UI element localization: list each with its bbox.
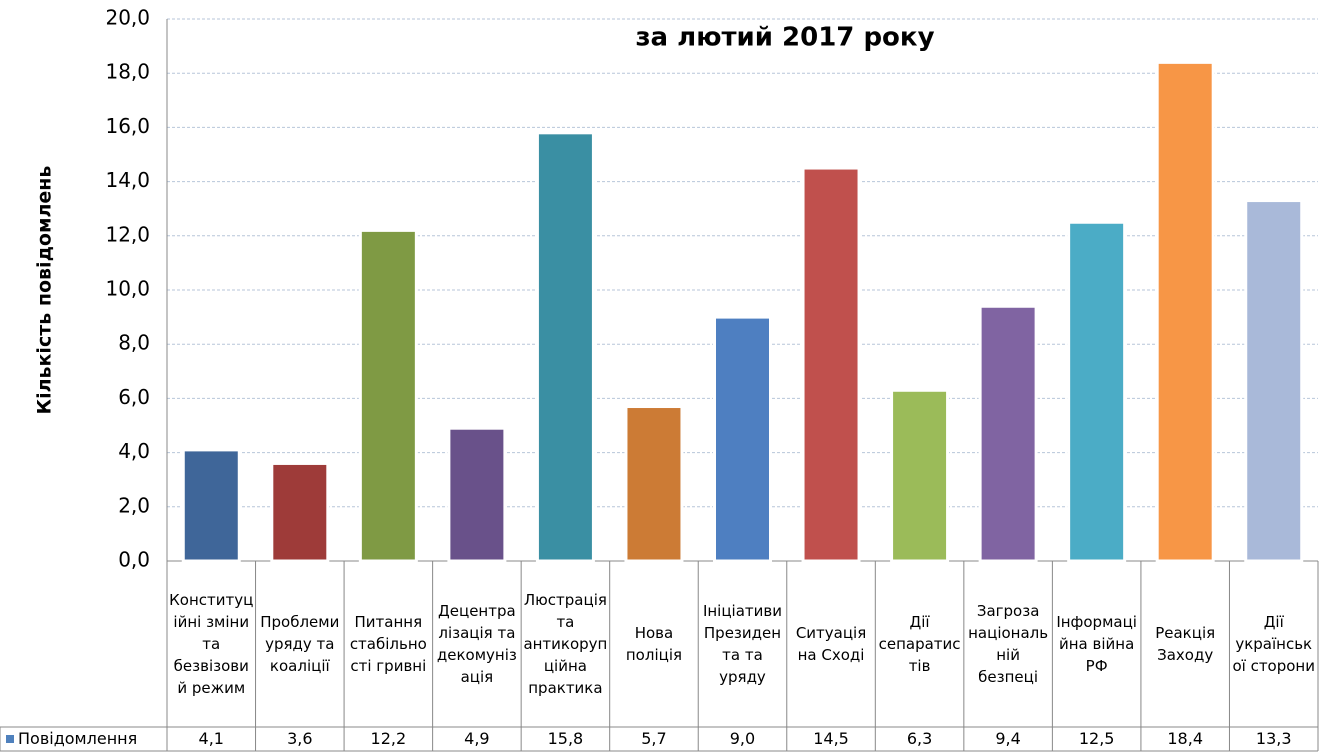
bar <box>358 228 418 563</box>
bar <box>713 315 772 563</box>
y-tick-label: 14,0 <box>105 168 150 192</box>
bar <box>801 166 861 563</box>
y-tick-label: 4,0 <box>118 439 150 463</box>
category-label: Ситуація на Сході <box>795 624 867 664</box>
y-tick-label: 2,0 <box>118 493 150 517</box>
y-tick-label: 16,0 <box>105 114 150 138</box>
category-label: Ініціативи Президента та уряду <box>702 602 782 686</box>
category-label: Децентралізація та декомунізація <box>436 602 517 686</box>
value-label: 3,6 <box>287 729 313 748</box>
bar <box>270 461 330 563</box>
value-label: 12,2 <box>370 729 407 748</box>
value-label: 13,3 <box>1255 729 1292 748</box>
bar <box>978 304 1038 563</box>
category-label: Конституційні зміни та безвізовий режим <box>169 591 254 697</box>
value-label: 6,3 <box>906 729 933 748</box>
value-label: 9,4 <box>995 729 1021 748</box>
value-label: 12,5 <box>1078 729 1115 748</box>
bar <box>535 131 595 563</box>
y-tick-label: 10,0 <box>105 277 150 301</box>
value-label: 14,5 <box>813 729 849 748</box>
value-label: 15,8 <box>547 729 584 748</box>
value-label: 4,1 <box>198 729 224 748</box>
bar <box>624 405 684 563</box>
y-tick-label: 6,0 <box>118 385 150 409</box>
category-label: Питання стабільності гривні <box>349 613 427 675</box>
value-label: 5,7 <box>641 729 667 748</box>
category-label: Реакція Заходу <box>1155 624 1216 664</box>
category-label: Дії української сторони <box>1232 613 1315 675</box>
y-tick-label: 8,0 <box>118 331 150 355</box>
category-label: Проблеми уряду та коаліції <box>260 613 340 675</box>
bar <box>890 388 950 563</box>
bar <box>447 426 507 563</box>
value-label: 18,4 <box>1167 729 1203 748</box>
chart-title: за лютий 2017 року <box>635 23 934 53</box>
legend-label: Повідомлення <box>18 729 138 748</box>
bar <box>181 448 241 563</box>
y-tick-label: 0,0 <box>118 548 150 572</box>
category-label: Інформаційна війна РФ <box>1056 613 1137 675</box>
category-label: Нова поліція <box>625 624 683 664</box>
y-tick-label: 20,0 <box>105 6 150 30</box>
bar <box>1155 60 1215 563</box>
value-label: 4,9 <box>464 729 490 748</box>
category-label: Дії сепаратистів <box>878 613 961 675</box>
y-tick-label: 12,0 <box>105 222 150 246</box>
bar <box>1067 220 1127 563</box>
y-axis-label: Кількість повідомлень <box>34 166 56 415</box>
category-label: Люстрація та антикорупційна практика <box>523 591 608 697</box>
bar <box>1244 199 1304 563</box>
legend-key <box>6 735 14 743</box>
category-label: Загроза національній безпеці <box>968 602 1049 686</box>
y-tick-label: 18,0 <box>105 60 150 84</box>
value-label: 9,0 <box>729 729 756 748</box>
